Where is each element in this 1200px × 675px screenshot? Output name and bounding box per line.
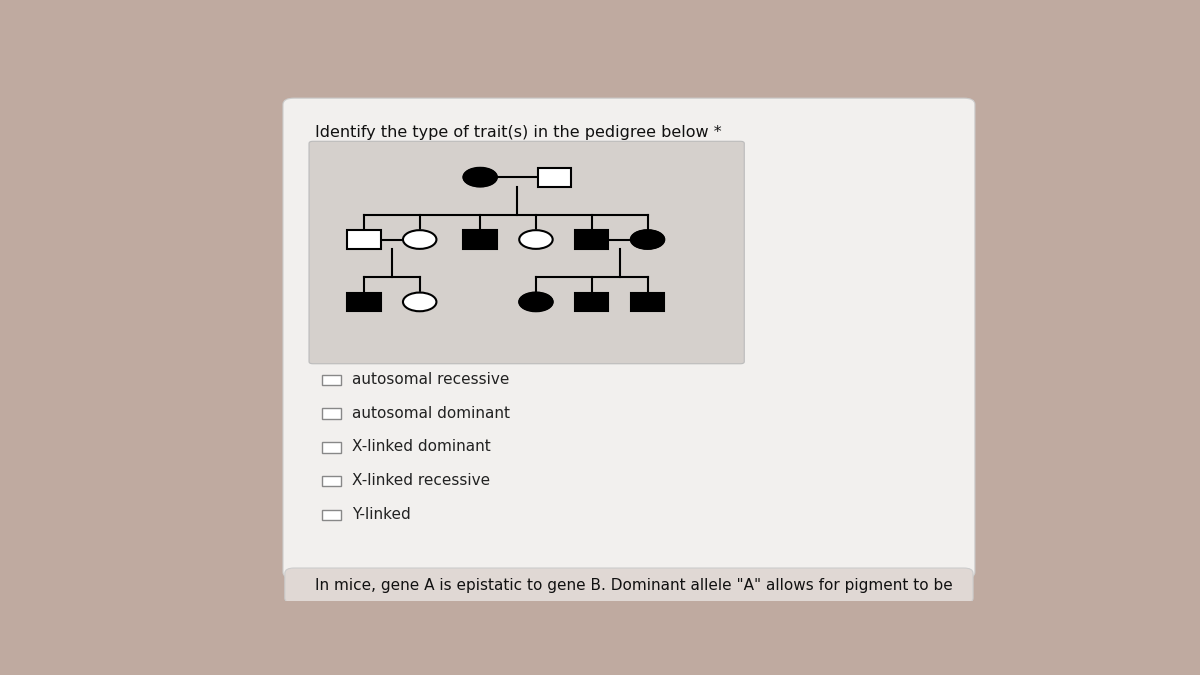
Text: Identify the type of trait(s) in the pedigree below *: Identify the type of trait(s) in the ped… (314, 125, 721, 140)
Circle shape (403, 230, 437, 249)
FancyBboxPatch shape (322, 476, 341, 487)
Circle shape (463, 168, 497, 186)
FancyBboxPatch shape (347, 292, 380, 311)
Text: X-linked recessive: X-linked recessive (352, 473, 490, 488)
Circle shape (403, 292, 437, 311)
Circle shape (520, 292, 553, 311)
FancyBboxPatch shape (575, 230, 608, 249)
Text: Y-linked: Y-linked (352, 507, 410, 522)
Text: X-linked dominant: X-linked dominant (352, 439, 491, 454)
Circle shape (520, 230, 553, 249)
FancyBboxPatch shape (322, 408, 341, 418)
Text: In mice, gene A is epistatic to gene B. Dominant allele "A" allows for pigment t: In mice, gene A is epistatic to gene B. … (314, 578, 953, 593)
Circle shape (631, 230, 665, 249)
FancyBboxPatch shape (310, 141, 744, 364)
Text: autosomal recessive: autosomal recessive (352, 372, 509, 387)
FancyBboxPatch shape (322, 442, 341, 453)
FancyBboxPatch shape (575, 292, 608, 311)
FancyBboxPatch shape (538, 168, 571, 186)
FancyBboxPatch shape (631, 292, 665, 311)
FancyBboxPatch shape (463, 230, 497, 249)
FancyBboxPatch shape (347, 230, 380, 249)
Text: autosomal dominant: autosomal dominant (352, 406, 510, 421)
FancyBboxPatch shape (322, 510, 341, 520)
FancyBboxPatch shape (284, 568, 973, 603)
FancyBboxPatch shape (322, 375, 341, 385)
FancyBboxPatch shape (283, 98, 974, 578)
